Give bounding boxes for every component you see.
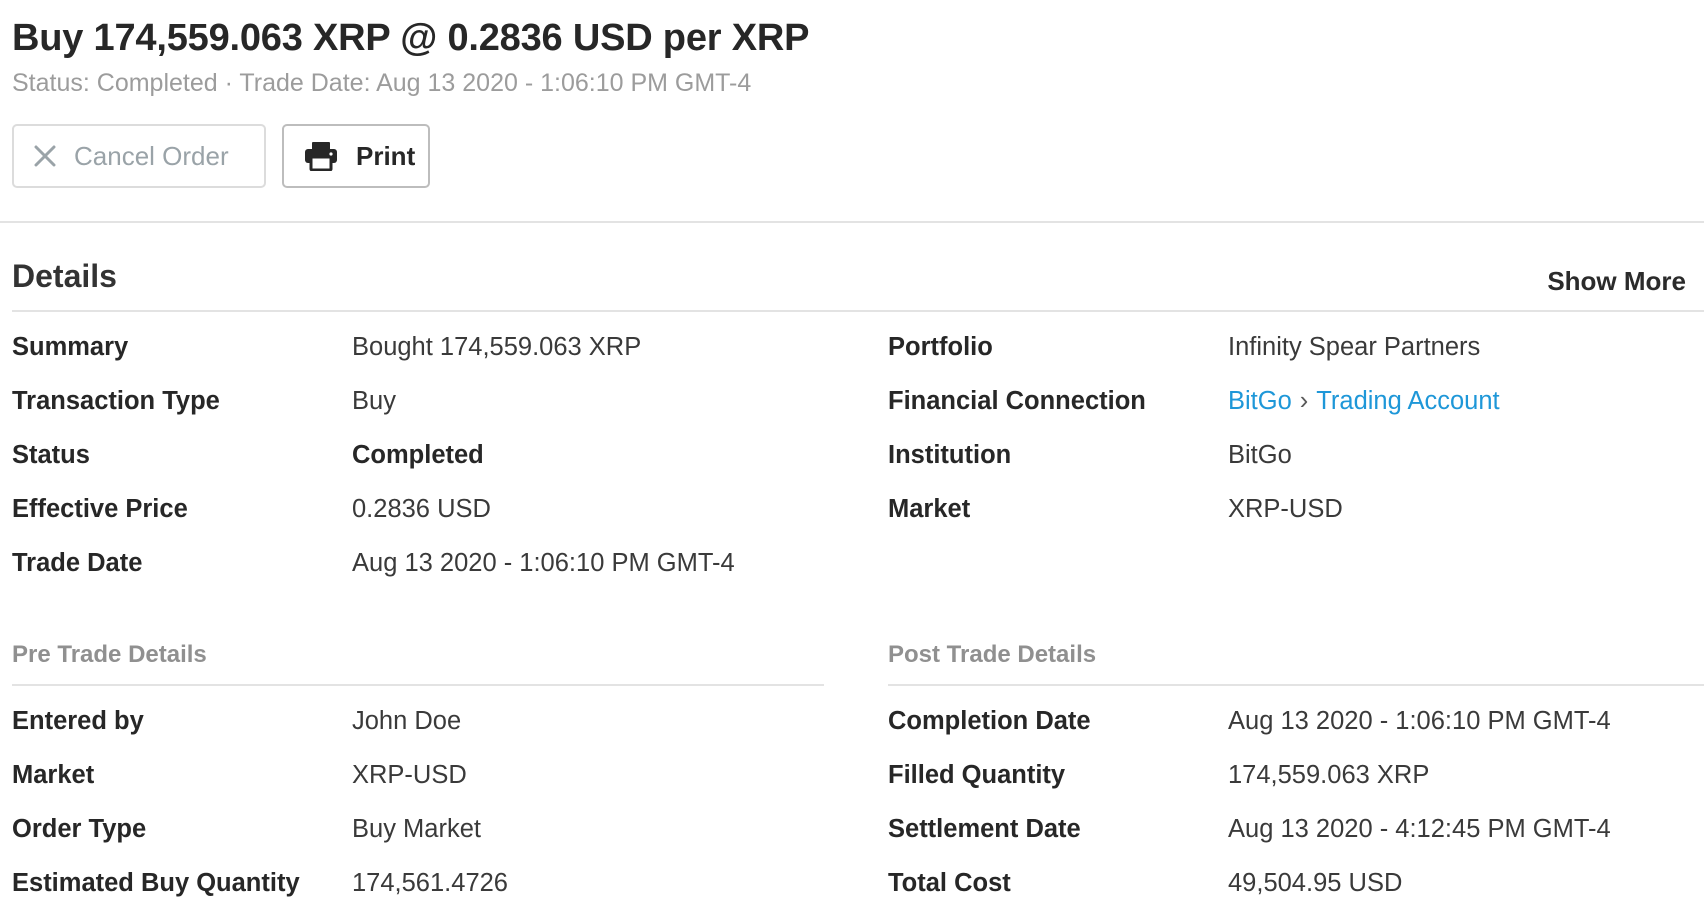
detail-value: 174,561.4726: [352, 869, 508, 897]
post-trade-row-filled-quantity: Filled Quantity 174,559.063 XRP: [888, 758, 1429, 792]
detail-label: Completion Date: [888, 707, 1091, 735]
pre-trade-row-order-type: Order Type Buy Market: [12, 812, 481, 846]
page-header: Buy 174,559.063 XRP @ 0.2836 USD per XRP…: [12, 10, 1672, 98]
detail-value: Buy Market: [352, 815, 481, 843]
print-label: Print: [356, 140, 416, 171]
detail-value: XRP-USD: [352, 761, 467, 789]
print-button[interactable]: Print: [282, 124, 430, 188]
pre-trade-row-entered-by: Entered by John Doe: [12, 704, 461, 738]
detail-label: Trade Date: [12, 549, 143, 577]
detail-label: Estimated Buy Quantity: [12, 869, 300, 897]
detail-label: Order Type: [12, 815, 147, 843]
detail-row-effective-price: Effective Price 0.2836 USD: [12, 492, 491, 526]
pre-trade-row-market: Market XRP-USD: [12, 758, 467, 792]
pre-trade-heading: Pre Trade Details: [12, 641, 207, 668]
detail-value: Aug 13 2020 - 1:06:10 PM GMT-4: [1228, 707, 1611, 735]
detail-value: Aug 13 2020 - 4:12:45 PM GMT-4: [1228, 815, 1611, 843]
details-divider: [12, 310, 1704, 312]
detail-label: Market: [12, 761, 95, 789]
cancel-order-button[interactable]: Cancel Order: [12, 124, 266, 188]
detail-label: Entered by: [12, 707, 144, 735]
detail-row-trade-date: Trade Date Aug 13 2020 - 1:06:10 PM GMT-…: [12, 546, 735, 580]
detail-label: Settlement Date: [888, 815, 1081, 843]
detail-row-transaction-type: Transaction Type Buy: [12, 384, 396, 418]
cancel-order-label: Cancel Order: [74, 140, 229, 171]
detail-value: Aug 13 2020 - 1:06:10 PM GMT-4: [352, 549, 735, 577]
detail-value: Buy: [352, 387, 396, 415]
detail-label: Filled Quantity: [888, 761, 1066, 789]
detail-row-summary: Summary Bought 174,559.063 XRP: [12, 330, 641, 364]
bitgo-link[interactable]: BitGo: [1228, 387, 1292, 415]
header-divider: [0, 221, 1704, 223]
detail-value: Infinity Spear Partners: [1228, 333, 1481, 361]
show-more-link[interactable]: Show More: [1547, 266, 1686, 296]
trading-account-link[interactable]: Trading Account: [1316, 387, 1500, 415]
detail-label: Institution: [888, 441, 1012, 469]
detail-label: Status: [12, 441, 90, 469]
page-subtitle: Status: Completed · Trade Date: Aug 13 2…: [12, 69, 752, 97]
pre-trade-divider: [12, 684, 824, 686]
detail-label: Effective Price: [12, 495, 188, 523]
detail-row-portfolio: Portfolio Infinity Spear Partners: [888, 330, 1480, 364]
detail-value: Bought 174,559.063 XRP: [352, 333, 642, 361]
status-value: Completed: [352, 441, 484, 469]
detail-value: BitGo: [1228, 441, 1292, 469]
detail-value: XRP-USD: [1228, 495, 1343, 523]
post-trade-row-settlement-date: Settlement Date Aug 13 2020 - 4:12:45 PM…: [888, 812, 1611, 846]
financial-connection-value: BitGo › Trading Account: [1228, 384, 1500, 418]
post-trade-divider: [888, 684, 1704, 686]
detail-row-market: Market XRP-USD: [888, 492, 1343, 526]
detail-row-status: Status Completed: [12, 438, 484, 472]
detail-label: Summary: [12, 333, 129, 361]
detail-value: 49,504.95 USD: [1228, 869, 1403, 897]
post-trade-row-completion-date: Completion Date Aug 13 2020 - 1:06:10 PM…: [888, 704, 1611, 738]
close-icon: [34, 145, 56, 167]
detail-label: Portfolio: [888, 333, 993, 361]
detail-label: Total Cost: [888, 869, 1011, 897]
detail-row-institution: Institution BitGo: [888, 438, 1292, 472]
detail-value: 174,559.063 XRP: [1228, 761, 1430, 789]
action-bar: Cancel Order Print: [12, 124, 430, 188]
page-title: Buy 174,559.063 XRP @ 0.2836 USD per XRP: [12, 17, 810, 59]
post-trade-row-total-cost: Total Cost 49,504.95 USD: [888, 866, 1402, 900]
post-trade-heading: Post Trade Details: [888, 641, 1097, 668]
detail-value: John Doe: [352, 707, 462, 735]
printer-icon: [304, 141, 338, 171]
detail-label: Market: [888, 495, 971, 523]
detail-row-financial-connection: Financial Connection BitGo › Trading Accou…: [888, 384, 1500, 418]
pre-trade-row-estimated-buy-quantity: Estimated Buy Quantity 174,561.4726: [12, 866, 508, 900]
detail-value: 0.2836 USD: [352, 495, 491, 523]
breadcrumb-separator: ›: [1299, 387, 1309, 415]
detail-label: Transaction Type: [12, 387, 220, 415]
details-heading: Details: [12, 258, 117, 294]
detail-label: Financial Connection: [888, 387, 1146, 415]
